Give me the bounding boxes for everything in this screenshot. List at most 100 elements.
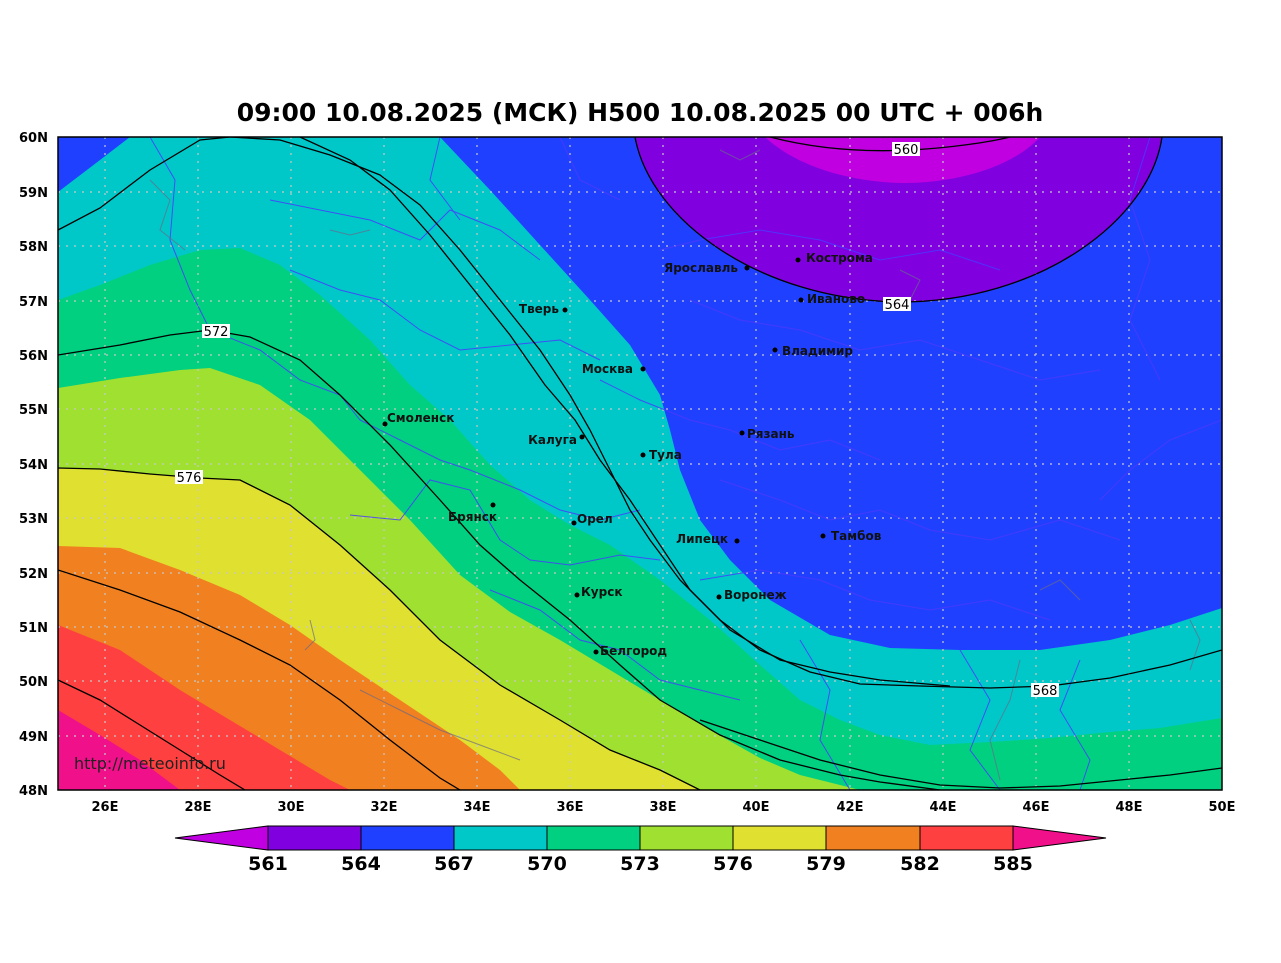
colorbar-segment-582-585: [919, 825, 1014, 851]
contour-lower-east: [699, 719, 1222, 789]
colorbar-segment-573-576: [639, 825, 734, 851]
lon-tick-44e: 44E: [930, 800, 957, 815]
city-label-lipetsk: Липецк: [676, 532, 728, 546]
contour-labels: 560 564 568 572 576: [175, 142, 1059, 699]
colorbar-label-564: 564: [341, 853, 381, 875]
city-dot-kaluga: [579, 434, 585, 440]
watermark-url: http://meteoinfo.ru: [74, 754, 226, 773]
lon-tick-38e: 38E: [650, 800, 677, 815]
contour-572: [58, 467, 701, 790]
lat-tick-50n: 50N: [19, 675, 48, 690]
colorbar-arrow-low: [174, 825, 269, 851]
contour-label-568: 568: [1033, 684, 1058, 699]
colorbar-label-570: 570: [527, 853, 567, 875]
lat-tick-48n: 48N: [19, 784, 48, 799]
lat-axis: 60N 59N 58N 57N 56N 55N 54N 53N 52N 51N …: [19, 131, 48, 799]
lon-tick-36e: 36E: [557, 800, 584, 815]
colorbar-segment-570-573: [546, 825, 641, 851]
city-label-ivanovo: Иваново: [807, 292, 865, 306]
lat-tick-58n: 58N: [19, 240, 48, 255]
band-northwest-564-567: [58, 137, 130, 192]
city-dot-voronezh: [716, 594, 722, 600]
city-label-bryansk: Брянск: [448, 510, 497, 524]
lon-tick-30e: 30E: [278, 800, 305, 815]
city-dot-kursk: [574, 592, 580, 598]
lat-tick-53n: 53N: [19, 512, 48, 527]
colorbar-label-582: 582: [900, 853, 940, 875]
colorbar-segment-579-582: [825, 825, 921, 851]
map-frame: [57, 136, 1223, 791]
colorbar-label-576: 576: [713, 853, 753, 875]
colorbar-arrow-high: [1012, 825, 1107, 851]
city-dot-tula: [640, 452, 646, 458]
city-label-voronezh: Воронеж: [724, 588, 787, 602]
colorbar-label-567: 567: [434, 853, 474, 875]
colorbar-segment-576-579: [732, 825, 827, 851]
band-above-585: [58, 710, 180, 790]
lon-tick-26e: 26E: [92, 800, 119, 815]
city-label-belgorod: Белгород: [600, 644, 667, 658]
city-dot-yaroslavl: [744, 265, 750, 271]
contour-564: [58, 137, 231, 231]
colorbar: [174, 825, 1107, 851]
colorbar-segment-567-570: [453, 825, 548, 851]
city-dot-smolensk: [382, 421, 388, 427]
city-dot-ryazan: [739, 430, 745, 436]
city-label-moskva: Москва: [582, 362, 633, 376]
lon-tick-50e: 50E: [1209, 800, 1236, 815]
city-dot-kostroma: [795, 257, 801, 263]
city-label-tambov: Тамбов: [831, 529, 882, 543]
lon-tick-40e: 40E: [743, 800, 770, 815]
city-label-kaluga: Калуга: [528, 433, 577, 447]
lon-tick-48e: 48E: [1116, 800, 1143, 815]
lon-tick-42e: 42E: [837, 800, 864, 815]
city-dot-lipetsk: [734, 538, 740, 544]
lat-tick-52n: 52N: [19, 567, 48, 582]
city-dot-orel: [571, 520, 577, 526]
admin-borders: [149, 137, 1222, 790]
map-title: 09:00 10.08.2025 (МСК) H500 10.08.2025 0…: [237, 98, 1044, 127]
city-dot-belgorod: [593, 649, 599, 655]
lat-tick-54n: 54N: [19, 458, 48, 473]
contour-label-572: 572: [204, 325, 229, 340]
city-dot-vladimir: [772, 347, 778, 353]
lat-tick-57n: 57N: [19, 295, 48, 310]
contour-label-560: 560: [894, 143, 919, 158]
contour-580: [58, 679, 246, 790]
city-dot-moskva: [640, 366, 646, 372]
lon-tick-46e: 46E: [1023, 800, 1050, 815]
band-561-564: [635, 137, 1162, 302]
city-label-vladimir: Владимир: [782, 344, 853, 358]
city-label-kostroma: Кострома: [806, 251, 873, 265]
city-label-tula: Тула: [649, 448, 682, 462]
city-label-ryazan: Рязань: [747, 427, 795, 441]
colorbar-segment-561-564: [267, 825, 362, 851]
city-label-yaroslavl: Ярославль: [664, 261, 738, 275]
cities: Кострома Ярославль Иваново Тверь Владими…: [382, 251, 882, 658]
height-contours: [58, 137, 1222, 790]
city-label-orel: Орел: [577, 512, 613, 526]
lat-tick-59n: 59N: [19, 186, 48, 201]
lat-tick-56n: 56N: [19, 349, 48, 364]
colorbar-segment-564-567: [360, 825, 455, 851]
city-label-kursk: Курск: [581, 585, 622, 599]
lon-tick-34e: 34E: [464, 800, 491, 815]
contour-upper-east: [229, 137, 1222, 689]
city-dot-ivanovo: [798, 297, 804, 303]
contour-576: [58, 569, 461, 790]
contour-label-564: 564: [885, 298, 910, 313]
colorbar-label-573: 573: [620, 853, 660, 875]
lat-tick-55n: 55N: [19, 403, 48, 418]
lon-tick-28e: 28E: [185, 800, 212, 815]
band-582-585: [58, 625, 350, 790]
contour-mid-east: [299, 137, 951, 687]
colorbar-label-585: 585: [993, 853, 1033, 875]
lat-tick-49n: 49N: [19, 730, 48, 745]
rivers-coast: [149, 149, 1201, 781]
city-label-smolensk: Смоленск: [387, 411, 454, 425]
contour-label-576: 576: [177, 471, 202, 486]
lon-tick-32e: 32E: [371, 800, 398, 815]
city-label-tver: Тверь: [519, 302, 560, 316]
lat-tick-51n: 51N: [19, 621, 48, 636]
